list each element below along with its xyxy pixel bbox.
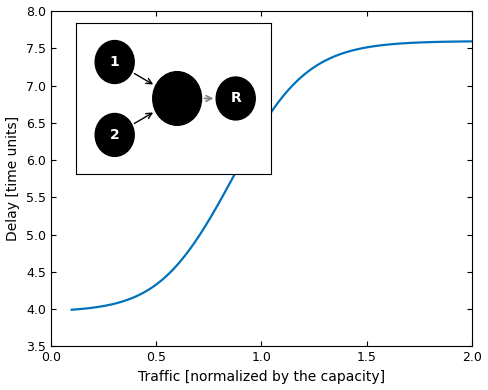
- Circle shape: [95, 113, 134, 156]
- Circle shape: [216, 77, 255, 120]
- Text: 2: 2: [110, 128, 120, 142]
- Circle shape: [95, 41, 134, 83]
- X-axis label: Traffic [normalized by the capacity]: Traffic [normalized by the capacity]: [138, 370, 385, 384]
- Y-axis label: Delay [time units]: Delay [time units]: [6, 116, 20, 241]
- Text: R: R: [230, 92, 241, 105]
- Text: 1: 1: [110, 55, 120, 69]
- Circle shape: [153, 72, 202, 125]
